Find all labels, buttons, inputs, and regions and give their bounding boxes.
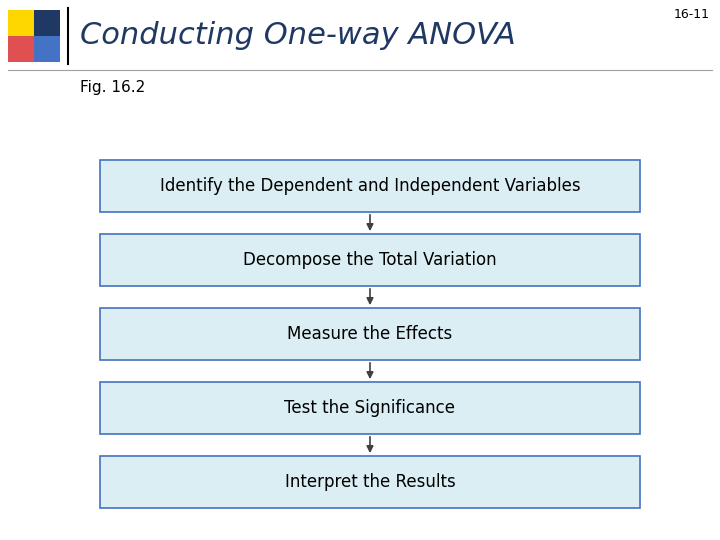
Bar <box>34 36 60 62</box>
Text: Interpret the Results: Interpret the Results <box>284 473 455 491</box>
Bar <box>8 10 34 36</box>
Bar <box>100 382 640 434</box>
Text: Measure the Effects: Measure the Effects <box>287 325 453 343</box>
Bar <box>100 160 640 212</box>
Text: 16-11: 16-11 <box>674 8 710 21</box>
Bar <box>100 308 640 360</box>
Text: Conducting One-way ANOVA: Conducting One-way ANOVA <box>80 22 516 51</box>
Bar <box>100 234 640 286</box>
Text: Identify the Dependent and Independent Variables: Identify the Dependent and Independent V… <box>160 177 580 195</box>
Bar <box>8 36 34 62</box>
Bar <box>100 456 640 508</box>
Text: Fig. 16.2: Fig. 16.2 <box>80 80 145 95</box>
Text: Decompose the Total Variation: Decompose the Total Variation <box>243 251 497 269</box>
Bar <box>34 10 60 36</box>
Text: Test the Significance: Test the Significance <box>284 399 456 417</box>
